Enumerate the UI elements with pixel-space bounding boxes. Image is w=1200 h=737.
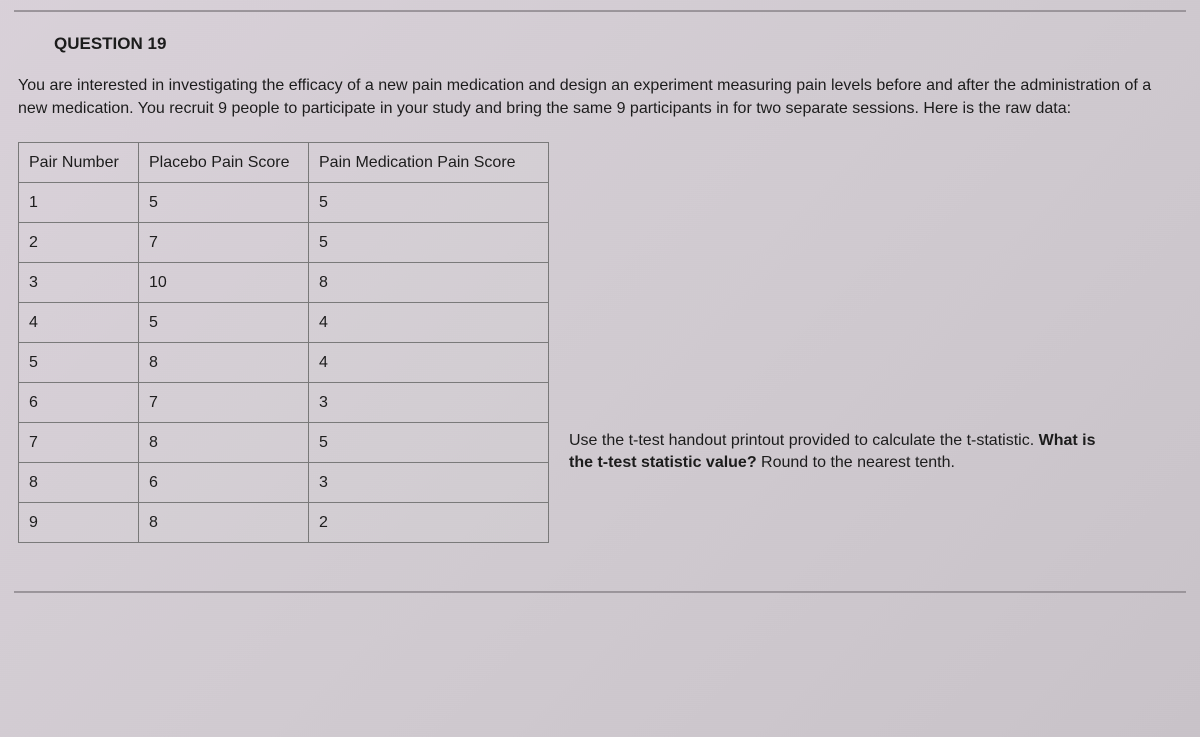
- cell-pair: 9: [19, 503, 139, 543]
- cell-placebo: 6: [139, 463, 309, 503]
- col-header-placebo: Placebo Pain Score: [139, 143, 309, 183]
- col-header-pair: Pair Number: [19, 143, 139, 183]
- cell-medication: 4: [309, 343, 549, 383]
- cell-pair: 3: [19, 263, 139, 303]
- table-row: 1 5 5: [19, 183, 549, 223]
- cell-medication: 3: [309, 383, 549, 423]
- cell-pair: 4: [19, 303, 139, 343]
- content-row: Pair Number Placebo Pain Score Pain Medi…: [14, 142, 1186, 543]
- cell-placebo: 5: [139, 183, 309, 223]
- cell-pair: 2: [19, 223, 139, 263]
- cell-medication: 3: [309, 463, 549, 503]
- table-row: 2 7 5: [19, 223, 549, 263]
- instruction-prefix: Use the t-test handout printout provided…: [569, 432, 1039, 449]
- cell-placebo: 8: [139, 343, 309, 383]
- table-row: 4 5 4: [19, 303, 549, 343]
- cell-placebo: 7: [139, 223, 309, 263]
- top-divider: [14, 10, 1186, 12]
- table-row: 9 8 2: [19, 503, 549, 543]
- cell-placebo: 7: [139, 383, 309, 423]
- table-row: 6 7 3: [19, 383, 549, 423]
- cell-placebo: 5: [139, 303, 309, 343]
- cell-placebo: 10: [139, 263, 309, 303]
- table-row: 3 10 8: [19, 263, 549, 303]
- instruction-text: Use the t-test handout printout provided…: [569, 430, 1109, 543]
- question-screen: QUESTION 19 You are interested in invest…: [0, 0, 1200, 737]
- cell-pair: 1: [19, 183, 139, 223]
- cell-medication: 5: [309, 183, 549, 223]
- bottom-divider: [14, 591, 1186, 593]
- cell-pair: 7: [19, 423, 139, 463]
- cell-pair: 8: [19, 463, 139, 503]
- table-header-row: Pair Number Placebo Pain Score Pain Medi…: [19, 143, 549, 183]
- pain-score-table: Pair Number Placebo Pain Score Pain Medi…: [18, 142, 549, 543]
- cell-medication: 2: [309, 503, 549, 543]
- question-number-label: QUESTION 19: [54, 34, 1186, 54]
- cell-pair: 5: [19, 343, 139, 383]
- cell-medication: 8: [309, 263, 549, 303]
- cell-medication: 4: [309, 303, 549, 343]
- cell-medication: 5: [309, 223, 549, 263]
- cell-medication: 5: [309, 423, 549, 463]
- table-row: 8 6 3: [19, 463, 549, 503]
- table-row: 7 8 5: [19, 423, 549, 463]
- cell-placebo: 8: [139, 423, 309, 463]
- cell-pair: 6: [19, 383, 139, 423]
- instruction-suffix: Round to the nearest tenth.: [757, 454, 955, 471]
- cell-placebo: 8: [139, 503, 309, 543]
- question-text: You are interested in investigating the …: [18, 74, 1172, 120]
- col-header-medication: Pain Medication Pain Score: [309, 143, 549, 183]
- table-row: 5 8 4: [19, 343, 549, 383]
